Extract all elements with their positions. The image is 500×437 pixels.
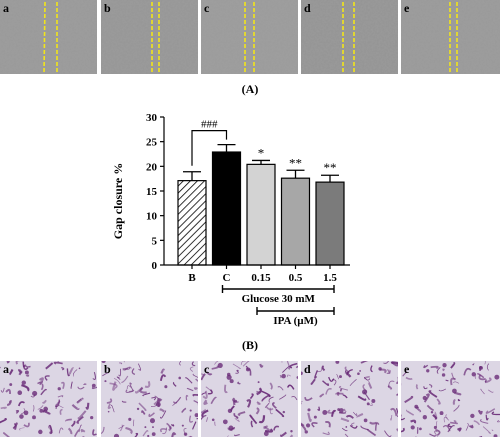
scratch-panel-label: b [104,1,111,15]
scratch-panel-c: c [201,0,298,74]
stain-panel-e: e [401,361,500,437]
bar-C [211,151,242,266]
scratch-image-d [301,0,398,74]
stain-panel-label: b [104,362,111,376]
scratch-image-c [201,0,298,74]
y-tick-label: 5 [152,235,158,247]
scratch-panel-a: a [0,0,97,74]
x-tick-label: B [188,272,196,284]
bar-1.5 [315,181,345,266]
stain-panel-c: c [201,361,298,437]
group-label: IPA (µM) [273,315,318,327]
scratch-image-e [401,0,500,74]
bar-0.15 [246,163,276,266]
stain-panel-a: a [0,361,97,437]
y-axis-label: Gap closure % [111,163,125,239]
figure-label-b: (B) [242,338,258,352]
significance-marker: ** [324,160,337,175]
x-tick-label: 0.15 [251,272,271,284]
bar-B [177,180,207,266]
bars: *** **### [177,119,345,266]
stain-panel-label: d [304,362,311,376]
group-brackets: Glucose 30 mM IPA (µM) [221,285,335,327]
stain-panel-row: a b c d e [0,361,500,437]
stain-panel-label: c [204,362,210,376]
x-axis: B C 0.15 0.5 1.5 [164,264,350,284]
scratch-panel-label: e [404,1,410,15]
x-tick-label: 1.5 [323,272,337,284]
stain-panel-label: e [404,362,410,376]
y-tick-label: 25 [146,137,158,149]
scratch-panel-label: d [304,1,311,15]
significance-marker: ** [289,155,302,170]
scratch-image-a [0,0,97,74]
scratch-panel-label: c [204,1,210,15]
y-tick-label: 15 [146,186,158,198]
comparison-label: ### [201,119,218,131]
y-axis: 0 5 10 15 20 25 30 [146,112,165,272]
x-tick-label: C [223,272,231,284]
stain-panel-b: b [101,361,198,437]
stain-image-c [201,361,298,437]
scratch-panel-d: d [301,0,398,74]
stain-image-e [401,361,500,437]
scratch-panel-e: e [401,0,500,74]
figure-label-a: (A) [241,82,259,96]
stain-panel-label: a [3,362,9,376]
scratch-panel-label: a [3,1,9,15]
stain-image-d [301,361,398,437]
scratch-panel-b: b [101,0,198,74]
stain-panel-d: d [301,361,398,437]
y-tick-label: 20 [146,161,158,173]
bar-0.5 [280,177,311,266]
stain-image-b [101,361,198,437]
x-tick-label: 0.5 [289,272,303,284]
comparison-bracket [191,130,228,166]
y-tick-label: 30 [146,112,158,124]
stain-image-a [0,361,97,437]
significance-marker: * [258,145,265,160]
group-label: Glucose 30 mM [242,293,316,305]
y-tick-label: 0 [152,260,158,272]
y-tick-label: 10 [146,211,158,223]
scratch-panel-row: a b c d e [0,0,500,76]
scratch-image-b [101,0,198,74]
